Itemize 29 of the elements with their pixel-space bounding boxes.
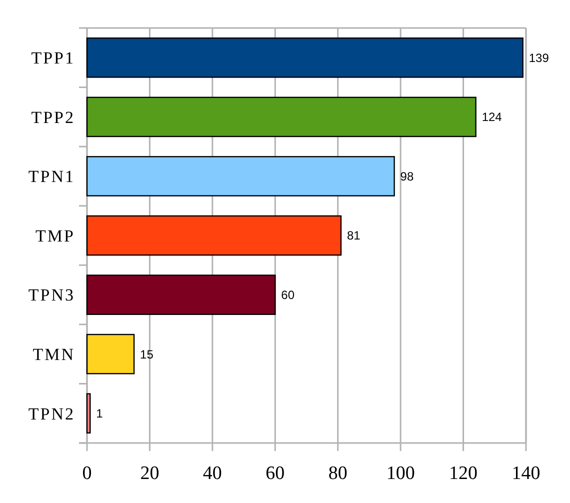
x-tick-label: 80	[328, 463, 348, 484]
data-label: 1	[96, 406, 104, 421]
x-tick-label: 20	[140, 463, 160, 484]
bar	[86, 393, 91, 434]
x-tick-label: 40	[202, 463, 222, 484]
y-tick-label: TPP1	[31, 48, 75, 68]
x-tick-label: 60	[266, 463, 285, 484]
bar	[86, 96, 476, 138]
x-tick-label: 120	[449, 463, 478, 484]
y-tick-label: TPN1	[28, 167, 75, 186]
bar	[86, 215, 342, 256]
x-tick-label: 100	[386, 463, 415, 484]
bar	[86, 334, 135, 374]
y-tick-label: TPN2	[28, 404, 75, 424]
data-label: 124	[482, 110, 502, 124]
bar	[86, 274, 276, 315]
y-tick-label: TMP	[36, 226, 75, 246]
y-tick-label: TPP2	[31, 108, 75, 127]
data-label: 81	[346, 228, 361, 243]
data-label: 15	[140, 347, 154, 362]
y-tick-label: TMN	[32, 345, 75, 364]
x-tick-label: 0	[82, 463, 92, 484]
bar	[86, 37, 524, 78]
y-tick-label: TPN3	[28, 286, 75, 305]
data-label: 98	[400, 169, 414, 184]
bar	[86, 156, 395, 196]
x-tick-label: 140	[512, 463, 540, 484]
data-label: 60	[281, 288, 295, 302]
data-label: 139	[528, 50, 550, 65]
